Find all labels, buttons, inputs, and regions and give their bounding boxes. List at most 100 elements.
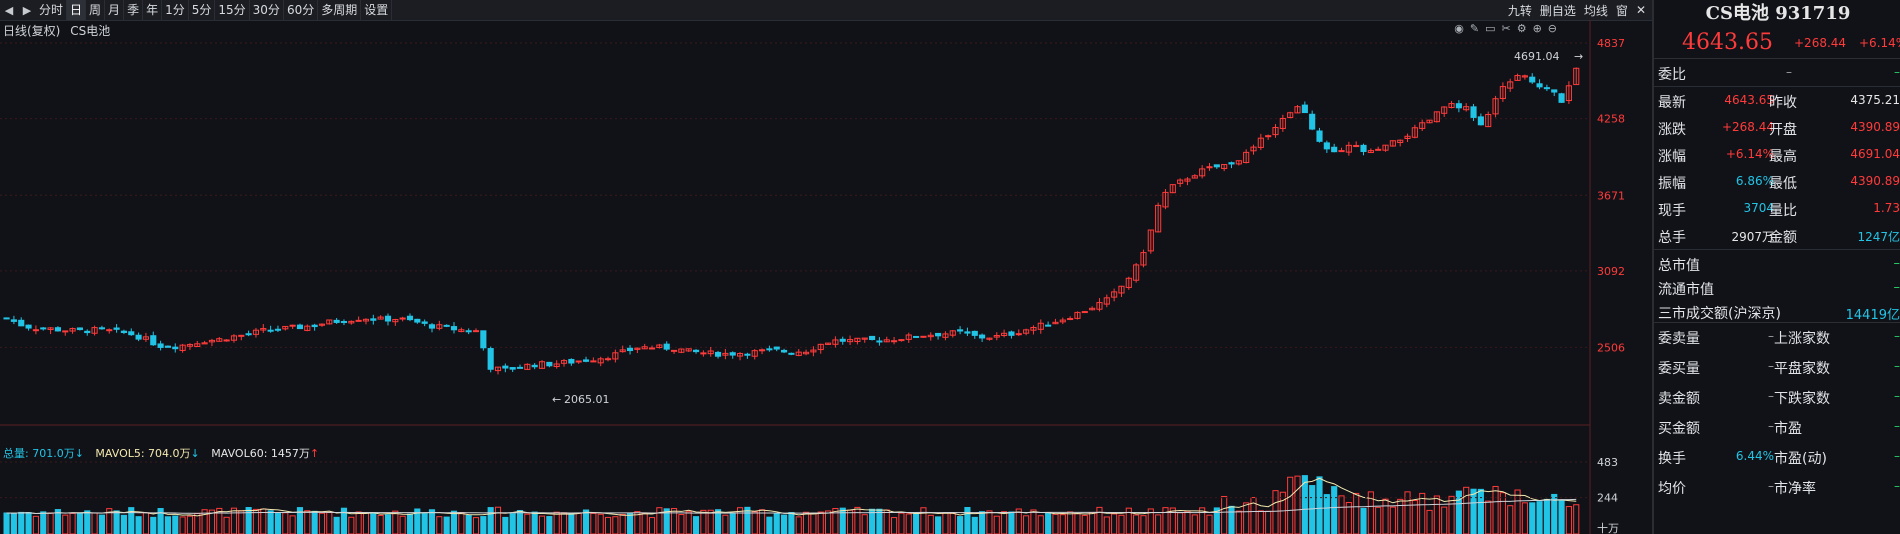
volume-bar <box>84 510 91 534</box>
volume-bar <box>1492 485 1499 534</box>
candle-body <box>1353 145 1360 148</box>
volume-bar <box>340 507 348 534</box>
stat-value: – <box>1768 419 1774 433</box>
volume-bar <box>626 512 634 534</box>
volume-bar <box>920 507 927 534</box>
candle-body <box>898 339 905 342</box>
quote-panel: CS电池 931719 4643.65 +268.44 +6.14% 委比 – … <box>1652 0 1900 534</box>
candle-body <box>1404 135 1411 139</box>
candle-body <box>1067 318 1074 321</box>
window-button[interactable]: 窗 <box>1615 3 1628 18</box>
volume-bar <box>208 509 216 534</box>
quote-row: 振幅 6.86% 最低 4390.89 <box>1654 168 1900 195</box>
forward-icon[interactable]: ▶ <box>22 3 32 17</box>
candle-body <box>758 349 766 352</box>
volume-bar <box>590 512 597 534</box>
volume-bar <box>1133 514 1140 534</box>
zoom-in-icon[interactable]: ⊕ <box>1532 22 1542 35</box>
tab-period-5[interactable]: 年 <box>143 0 163 20</box>
volume-bar <box>692 516 700 534</box>
candle-body <box>707 350 714 355</box>
tab-period-9[interactable]: 30分 <box>250 0 284 20</box>
close-icon[interactable]: ✕ <box>1635 3 1646 17</box>
stat-row: 均价 – 市净率 – <box>1654 473 1900 503</box>
candle-body <box>971 330 978 336</box>
volume-bar <box>1294 475 1301 534</box>
ma-button[interactable]: 均线 <box>1583 3 1608 18</box>
volume-bar <box>1455 490 1462 534</box>
market-label: 总市值 <box>1658 258 1700 274</box>
volume-bar <box>91 512 98 534</box>
stat-row: 买金额 – 市盈 – <box>1654 413 1900 443</box>
period-toolbar: ◀ ▶ 分时日周月季年 1分 5分 15分 30分 60分 多周期 设置 九转 删自选 均线 … <box>0 0 1652 21</box>
volume-bar <box>700 509 707 534</box>
volume-bar <box>935 516 942 534</box>
volume-bar <box>612 516 619 534</box>
volume-bar <box>1521 502 1528 534</box>
tab-period-7[interactable]: 5分 <box>189 0 216 20</box>
volume-bar <box>1147 508 1154 534</box>
candle-body <box>245 333 252 336</box>
volume-bar <box>421 513 428 534</box>
tab-period-1[interactable]: 日 <box>67 0 87 20</box>
volume-bar <box>516 509 524 534</box>
zoom-out-icon[interactable]: ⊖ <box>1547 22 1557 35</box>
candle-body <box>1323 142 1330 150</box>
scissors-icon[interactable]: ✂ <box>1501 22 1511 35</box>
tab-period-4[interactable]: 季 <box>124 0 144 20</box>
candle-body <box>1514 75 1521 81</box>
volume-bar <box>450 510 458 534</box>
candle-body <box>216 338 223 342</box>
market-label: 流通市值 <box>1658 282 1714 298</box>
candle-body <box>847 339 854 343</box>
volume-bar <box>641 512 648 534</box>
volume-bar <box>1081 514 1088 534</box>
candle-body <box>465 330 472 333</box>
candle-body <box>1521 75 1528 78</box>
candle-body <box>1059 319 1066 323</box>
volume-bar <box>54 509 61 534</box>
price-header: 4643.65 +268.44 +6.14% <box>1654 28 1900 59</box>
edit-icon[interactable]: ✎ <box>1469 22 1480 35</box>
candle-body <box>128 331 135 336</box>
volume-bar <box>1529 502 1536 534</box>
stat-row: 卖金额 – 下跌家数 – <box>1654 383 1900 413</box>
stat-value-2: – <box>1894 449 1900 463</box>
tab-period-8[interactable]: 15分 <box>215 0 250 20</box>
volume-bar <box>1206 514 1213 534</box>
candle-body <box>377 316 384 320</box>
candle-body <box>106 329 113 332</box>
jiuzhuan-button[interactable]: 九转 <box>1507 3 1532 18</box>
candle-body <box>76 327 83 331</box>
candle-body <box>260 328 267 331</box>
tab-period-10[interactable]: 60分 <box>284 0 319 20</box>
eye-icon[interactable]: ◉ <box>1454 22 1464 35</box>
candle-body <box>157 343 164 348</box>
crop-icon[interactable]: ▭ <box>1485 22 1496 35</box>
candle-body <box>362 318 370 322</box>
volume-bar <box>1037 515 1044 534</box>
volume-bar <box>898 512 905 534</box>
volume-bar <box>1023 515 1030 534</box>
settings-icon[interactable]: ⚙ <box>1516 22 1527 35</box>
tab-period-11[interactable]: 多周期 <box>318 0 362 20</box>
tab-period-3[interactable]: 月 <box>105 0 125 20</box>
tab-period-12[interactable]: 设置 <box>361 0 393 20</box>
volume-bar <box>1265 510 1272 534</box>
volume-bar <box>164 516 172 534</box>
chart-name-label: CS电池 <box>70 24 111 38</box>
stat-label: 委买量 <box>1658 361 1700 377</box>
volume-bar <box>1316 476 1323 534</box>
remove-watchlist-button[interactable]: 删自选 <box>1539 3 1576 18</box>
tab-period-0[interactable]: 分时 <box>36 0 68 20</box>
quote-label: 总手 <box>1658 230 1686 246</box>
candle-body <box>1382 144 1389 151</box>
candle-body <box>40 327 47 330</box>
chart-area[interactable]: 日线(复权) CS电池 ◉ ✎ ▭ ✂ ⚙ ⊕ ⊖ 4837 4258 3671 30… <box>0 20 1652 534</box>
tab-period-2[interactable]: 周 <box>86 0 106 20</box>
volume-bar <box>575 512 582 534</box>
back-icon[interactable]: ◀ <box>4 3 14 17</box>
candle-body <box>1309 113 1316 130</box>
tab-period-6[interactable]: 1分 <box>162 0 189 20</box>
candle-body <box>370 318 377 321</box>
